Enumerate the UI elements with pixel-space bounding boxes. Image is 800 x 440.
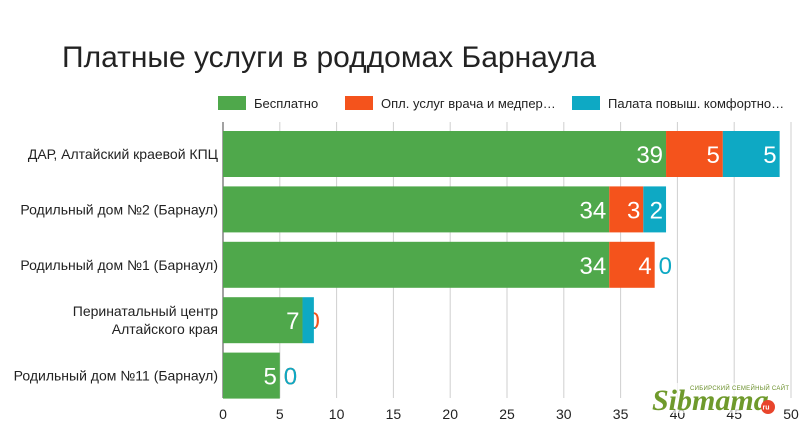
data-label: 5 [263,364,276,391]
x-tick-label: 15 [386,406,402,422]
x-tick-label: 20 [442,406,458,422]
bar-segment [223,241,610,288]
x-tick-label: 35 [613,406,629,422]
data-label: 5 [763,142,776,169]
watermark-brand: Sibmama [652,384,769,417]
x-tick-label: 25 [499,406,515,422]
data-label: 39 [636,142,663,169]
bar-segment [609,186,644,233]
legend-label: Бесплатно [254,96,318,111]
category-label: Перинатальный центр [73,303,218,319]
chart-title: Платные услуги в роддомах Барнаула [62,41,596,74]
legend-swatch [218,96,246,110]
bar-segment [223,352,280,399]
x-tick-label: 50 [783,406,799,422]
watermark-tagline: СИБИРСКИЙ СЕМЕЙНЫЙ САЙТ [690,384,789,392]
x-tick-label: 0 [219,406,227,422]
watermark-domain: ru [763,405,770,412]
data-label: 1 [304,308,317,335]
bar-segment [302,297,314,344]
bar-segment [609,241,655,288]
data-label: 34 [580,253,607,280]
data-label: 4 [638,253,651,280]
bar-segment [722,131,780,177]
x-tick-label: 10 [329,406,345,422]
data-label: 7 [286,308,299,335]
category-labels: ДАР, Алтайский краевой КПЦ Родильный дом … [14,146,219,384]
category-label: Алтайского края [112,321,218,337]
bars: 395534323440701500 [223,131,780,399]
data-label: 2 [650,197,663,224]
x-tick-label: 30 [556,406,572,422]
x-tick-label: 5 [276,406,284,422]
bar-segment [223,186,610,233]
category-label: Родильный дом №11 (Барнаул) [14,368,218,384]
data-label: 34 [580,197,607,224]
bar-segment [666,131,723,177]
data-label: 5 [706,142,719,169]
data-label: 0 [284,364,297,391]
legend-swatch [345,96,373,110]
data-label: 0 [284,364,297,391]
category-label: Родильный дом №2 (Барнаул) [20,201,218,217]
legend-swatch [572,96,600,110]
data-label: 3 [627,197,640,224]
category-label: Родильный дом №1 (Барнаул) [20,257,218,273]
bar-segment [643,186,667,233]
legend: Бесплатно Опл. услуг врача и медпер… Палат… [218,96,784,111]
legend-label: Палата повыш. комфортно… [608,96,784,111]
legend-label: Опл. услуг врача и медпер… [381,96,556,111]
bar-segment [223,297,303,344]
watermark-dot-icon [761,400,775,414]
data-label: 0 [659,253,672,280]
category-label: ДАР, Алтайский краевой КПЦ [28,146,219,162]
sibmama-watermark: СИБИРСКИЙ СЕМЕЙНЫЙ САЙТ Sibmama ru [647,383,789,417]
bar-segment [223,131,667,177]
